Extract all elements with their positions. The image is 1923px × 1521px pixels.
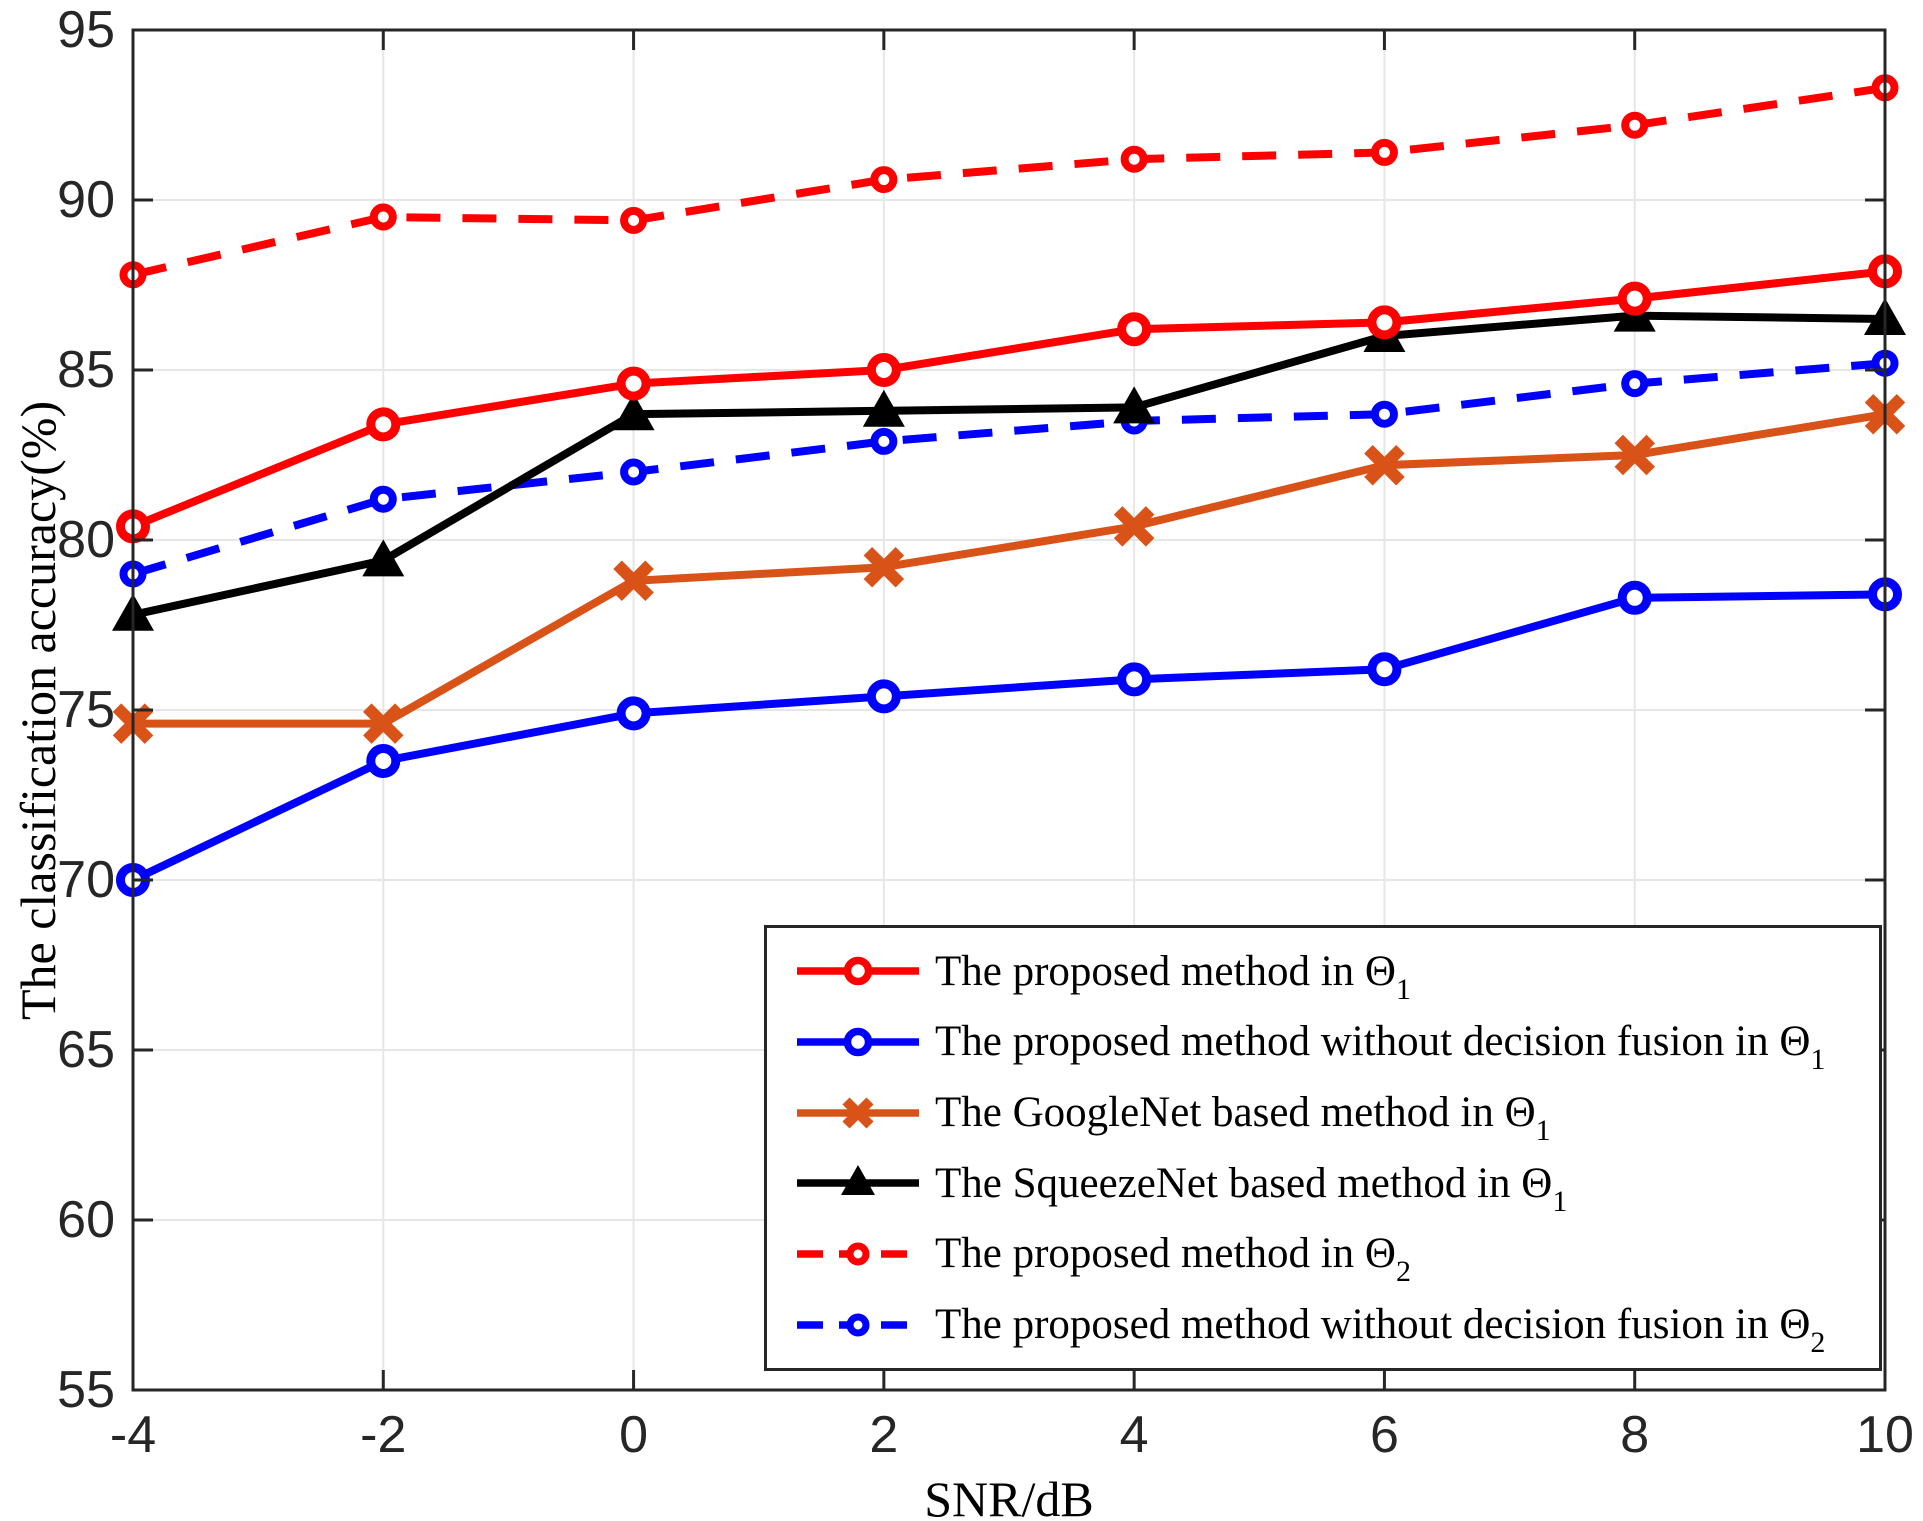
legend-item: The proposed method without decision fus… xyxy=(793,1293,1875,1360)
legend-marker xyxy=(842,1097,874,1129)
legend-marker xyxy=(843,1027,873,1057)
x-tick-label: -2 xyxy=(360,1406,406,1464)
data-point-marker xyxy=(870,166,898,194)
y-tick-label: 60 xyxy=(57,1191,115,1249)
data-point-marker xyxy=(863,546,905,588)
y-axis-label: The classification accuracy(%) xyxy=(10,400,66,1020)
legend-marker xyxy=(841,1165,875,1196)
data-point-marker xyxy=(1370,400,1398,428)
legend-item: The proposed method in Θ1 xyxy=(793,939,1875,1006)
x-tick-label: 0 xyxy=(619,1406,648,1464)
legend-label: The proposed method in Θ2 xyxy=(935,1230,1411,1289)
data-point-marker xyxy=(1617,580,1652,615)
data-point-marker xyxy=(866,353,901,387)
data-point-marker xyxy=(1621,370,1649,398)
y-tick-label: 95 xyxy=(57,1,115,59)
y-tick-label: 90 xyxy=(57,171,115,229)
data-point-marker xyxy=(1621,111,1649,139)
data-point-marker xyxy=(1120,145,1148,173)
y-tick-label: 70 xyxy=(57,851,115,909)
x-axis-label: SNR/dB xyxy=(924,1471,1094,1521)
data-point-marker xyxy=(866,679,901,714)
data-point-marker xyxy=(366,407,401,442)
legend-label: The proposed method without decision fus… xyxy=(935,1018,1826,1077)
legend-marker xyxy=(846,1313,870,1337)
series-line xyxy=(131,267,1886,531)
data-point-marker xyxy=(363,703,404,744)
series-line xyxy=(133,410,1886,728)
data-point-marker xyxy=(1367,652,1402,687)
legend-line-sample xyxy=(797,1027,919,1057)
legend-label: The proposed method in Θ1 xyxy=(935,947,1411,1006)
data-point-marker xyxy=(1370,138,1398,166)
data-point-marker xyxy=(1113,386,1156,424)
legend-marker xyxy=(843,957,873,986)
x-tick-label: -4 xyxy=(110,1406,156,1464)
x-tick-label: 8 xyxy=(1620,1406,1649,1464)
data-point-marker xyxy=(369,203,397,231)
data-point-marker xyxy=(362,539,405,577)
data-point-marker xyxy=(1364,444,1405,486)
data-point-marker xyxy=(1113,506,1155,547)
legend-label: The SqueezeNet based method in Θ1 xyxy=(935,1159,1568,1218)
legend-item: The SqueezeNet based method in Θ1 xyxy=(793,1151,1875,1218)
legend-line-sample xyxy=(797,1165,919,1196)
data-point-marker xyxy=(612,393,655,431)
x-tick-label: 6 xyxy=(1370,1406,1399,1464)
data-point-marker xyxy=(369,485,397,513)
data-point-marker xyxy=(1117,662,1152,697)
legend-line-sample xyxy=(797,1313,919,1337)
legend-line-sample xyxy=(797,1097,919,1129)
legend-label: The GoogleNet based method in Θ1 xyxy=(935,1089,1551,1148)
y-tick-label: 65 xyxy=(57,1021,115,1079)
data-point-marker xyxy=(366,744,401,778)
data-point-marker xyxy=(613,560,654,602)
legend: The proposed method in Θ1 The proposed me… xyxy=(764,925,1882,1371)
series-line xyxy=(131,590,1886,884)
x-tick-label: 4 xyxy=(1120,1406,1149,1464)
legend-line-sample xyxy=(797,957,919,986)
series-line xyxy=(132,83,1886,279)
legend-item: The proposed method without decision fus… xyxy=(793,1010,1875,1077)
x-tick-label: 2 xyxy=(869,1406,898,1464)
data-point-marker xyxy=(870,427,898,455)
y-tick-label: 85 xyxy=(57,341,115,399)
legend-line-sample xyxy=(797,1242,919,1266)
legend-item: The proposed method in Θ2 xyxy=(793,1222,1875,1289)
legend-item: The GoogleNet based method in Θ1 xyxy=(793,1081,1875,1148)
y-tick-label: 75 xyxy=(57,681,115,739)
series-line xyxy=(131,359,1886,578)
y-tick-label: 80 xyxy=(57,511,115,569)
data-point-marker xyxy=(1614,434,1655,476)
data-point-marker xyxy=(620,206,648,234)
legend-label: The proposed method without decision fus… xyxy=(935,1301,1826,1360)
legend-marker xyxy=(846,1242,870,1266)
data-point-marker xyxy=(620,458,648,486)
x-tick-label: 10 xyxy=(1856,1406,1914,1464)
data-point-marker xyxy=(1617,281,1652,316)
data-point-marker xyxy=(616,366,651,401)
data-point-marker xyxy=(616,696,651,731)
data-point-marker xyxy=(1367,305,1402,340)
data-point-marker xyxy=(862,389,905,427)
data-point-marker xyxy=(1117,312,1152,347)
y-tick-label: 55 xyxy=(57,1361,115,1419)
series-line xyxy=(132,311,1886,619)
